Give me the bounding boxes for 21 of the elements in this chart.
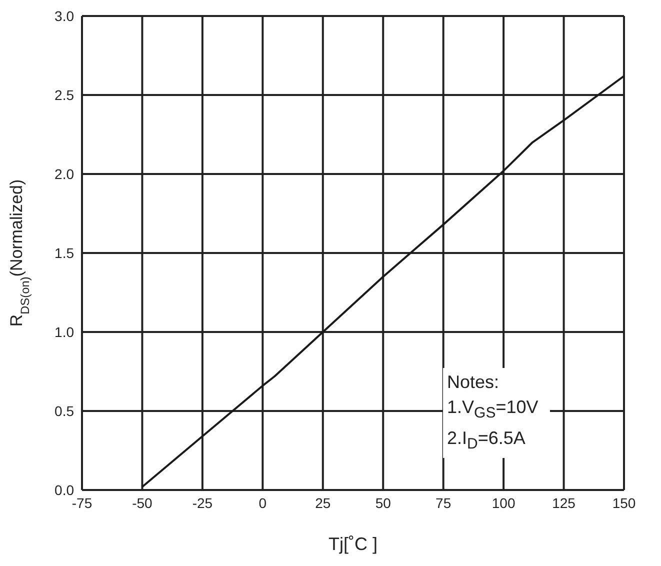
x-tick-label: -75 — [72, 494, 92, 511]
x-tick-label: 150 — [612, 494, 636, 511]
x-tick-label: 125 — [552, 494, 576, 511]
annotation: Notes: — [447, 371, 500, 394]
annotation: 2.I$_{D}$=6.5A — [447, 426, 526, 454]
x-tick-label: -50 — [132, 494, 153, 511]
y-tick-label: 2.5 — [54, 86, 74, 103]
y-tick-label: 1.5 — [54, 244, 74, 261]
y-tick-label: 0.0 — [54, 482, 74, 498]
x-tick-label: 25 — [315, 494, 331, 511]
annotation: 1.V$_{GS}$=10V — [447, 396, 538, 424]
x-tick-label: 75 — [436, 494, 452, 511]
x-tick-label: -25 — [192, 494, 213, 511]
x-tick-label: 0 — [258, 494, 267, 511]
x-axis-title: Tj[˚C ] — [328, 534, 378, 554]
y-tick-label: 2.0 — [54, 166, 74, 182]
x-tick-label: 100 — [492, 494, 516, 511]
y-tick-label: 1.0 — [54, 324, 74, 340]
y-tick-label: 3.0 — [54, 8, 74, 24]
x-tick-label: 50 — [375, 494, 392, 511]
y-tick-label: 0.5 — [54, 402, 74, 419]
